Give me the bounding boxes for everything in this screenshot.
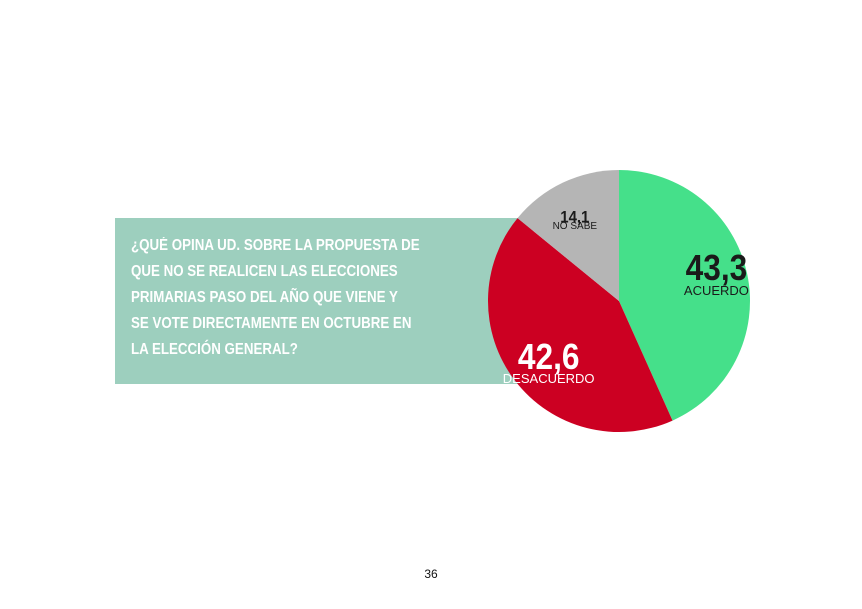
page-number: 36 — [424, 567, 438, 581]
question-line: SE VOTE DIRECTAMENTE EN OCTUBRE EN — [131, 315, 412, 332]
pie-slice-no-sabe — [517, 170, 619, 301]
slice-value-no-sabe: 14,1 — [560, 209, 589, 227]
question-line: PRIMARIAS PASO DEL AÑO QUE VIENE Y — [131, 289, 398, 306]
slice-label-no-sabe: NO SABE — [553, 221, 598, 232]
pie-chart: 43,3 ACUERDO 42,6 DESACUERDO 14,1 NO SABE — [487, 169, 751, 433]
slice-value-acuerdo: 43,3 — [686, 248, 748, 288]
pie-slice-acuerdo — [619, 170, 750, 421]
slice-label-acuerdo: ACUERDO — [684, 283, 749, 298]
pie-slice-desacuerdo — [488, 218, 673, 432]
question-box — [115, 218, 533, 384]
question-line: QUE NO SE REALICEN LAS ELECCIONES — [131, 263, 398, 280]
pie-slices — [488, 170, 750, 432]
question-line: ¿QUÉ OPINA UD. SOBRE LA PROPUESTA DE — [131, 237, 420, 254]
question-line: LA ELECCIÓN GENERAL? — [131, 341, 298, 358]
slice-label-desacuerdo: DESACUERDO — [503, 371, 595, 386]
question-text: ¿QUÉ OPINA UD. SOBRE LA PROPUESTA DE QUE… — [131, 233, 441, 363]
slice-value-desacuerdo: 42,6 — [518, 337, 580, 377]
